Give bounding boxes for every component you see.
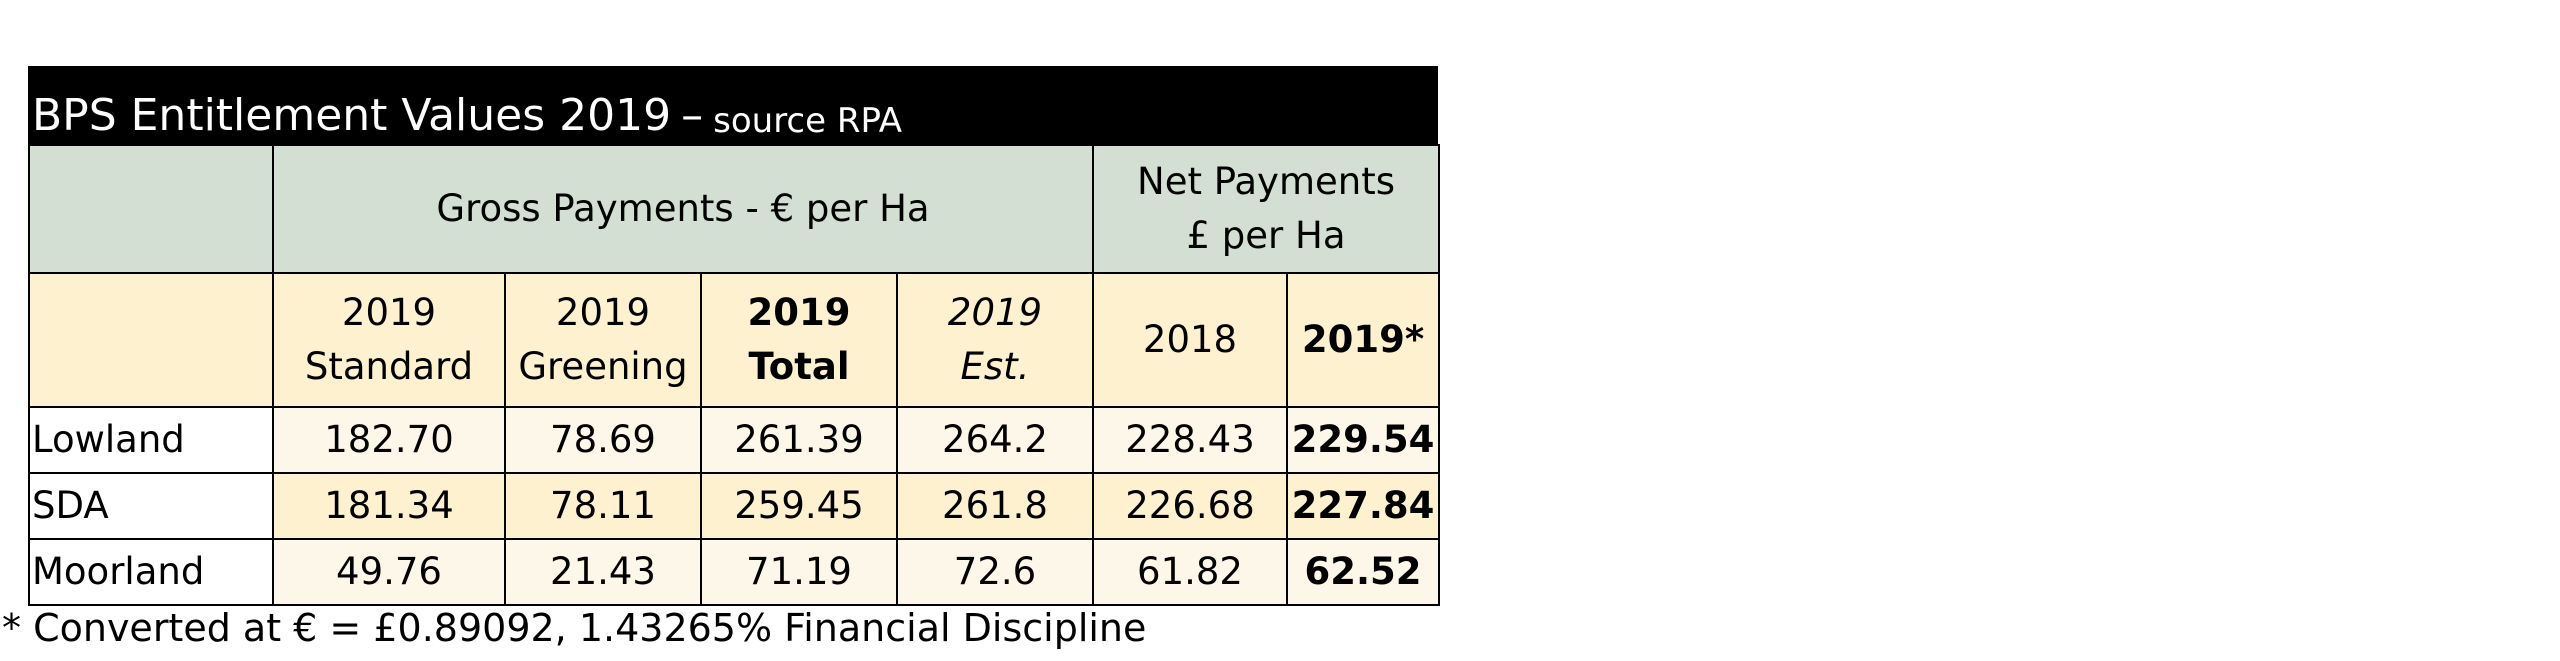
net-payments-header-line1: Net Payments [1137,160,1395,204]
net-payments-header: Net Payments £ per Ha [1091,144,1441,274]
cell-2018-net: 61.82 [1092,538,1288,606]
title-separator: – [681,90,704,141]
table-title: BPS Entitlement Values 2019 [32,90,672,141]
column-header-line1: 2019 [747,291,851,335]
cell-2019-est: 261.8 [896,472,1094,540]
table-title-bar: BPS Entitlement Values 2019 – source RPA [28,66,1438,144]
cell-2019-greening: 78.69 [504,406,702,474]
table-row-moorland: Moorland 49.76 21.43 71.19 72.6 61.82 62… [28,538,1441,606]
cell-2018-net: 226.68 [1092,472,1288,540]
row-label: Lowland [28,406,274,474]
cell-2019-est: 72.6 [896,538,1094,606]
column-header-line2: Greening [518,345,688,388]
cell-2018-net: 228.43 [1092,406,1288,474]
cell-2019-total: 259.45 [700,472,898,540]
cell-2019-greening: 78.11 [504,472,702,540]
cell-2019-standard: 181.34 [272,472,506,540]
entitlement-values-table: Gross Payments - € per Ha Net Payments £… [28,144,1441,606]
column-header-2019-standard: 2019 Standard [272,272,506,408]
footnote: * Converted at € = £0.89092, 1.43265% Fi… [2,606,1147,650]
table-row-sda: SDA 181.34 78.11 259.45 261.8 226.68 227… [28,472,1441,540]
entitlement-table-block: BPS Entitlement Values 2019 – source RPA… [28,66,1441,606]
table-row-lowland: Lowland 182.70 78.69 261.39 264.2 228.43… [28,406,1441,474]
column-header-line1: 2019 [555,291,651,335]
cell-2019-est: 264.2 [896,406,1094,474]
column-header-2019-total: 2019 Total [700,272,898,408]
table-source: source RPA [713,101,903,141]
cell-2019-total: 261.39 [700,406,898,474]
group-header-row: Gross Payments - € per Ha Net Payments £… [28,144,1441,274]
cell-2019-standard: 49.76 [272,538,506,606]
column-header-line2: Total [748,345,850,388]
cell-2019-total: 71.19 [700,538,898,606]
gross-payments-header: Gross Payments - € per Ha [272,144,1094,274]
row-label: SDA [28,472,274,540]
column-header-2019-greening: 2019 Greening [504,272,702,408]
column-header-2019-est: 2019 Est. [896,272,1094,408]
cell-2019-standard: 182.70 [272,406,506,474]
row-label: Moorland [28,538,274,606]
corner-cell [28,144,274,274]
cell-2019-net: 62.52 [1285,538,1441,606]
column-header-row: 2019 Standard 2019 Greening 2019 Total 2… [28,272,1441,408]
column-header-2019-net: 2019* [1285,272,1441,408]
column-header-line1: 2019 [947,291,1043,335]
column-header-2018-net: 2018 [1092,272,1288,408]
net-payments-header-line2: £ per Ha [1186,214,1346,257]
cell-2019-net: 227.84 [1285,472,1441,540]
cell-2019-net: 229.54 [1285,406,1441,474]
row-label-header [28,272,274,408]
column-header-line2: Est. [960,345,1030,388]
column-header-line2: Standard [304,345,474,388]
cell-2019-greening: 21.43 [504,538,702,606]
column-header-line1: 2019 [341,291,437,335]
